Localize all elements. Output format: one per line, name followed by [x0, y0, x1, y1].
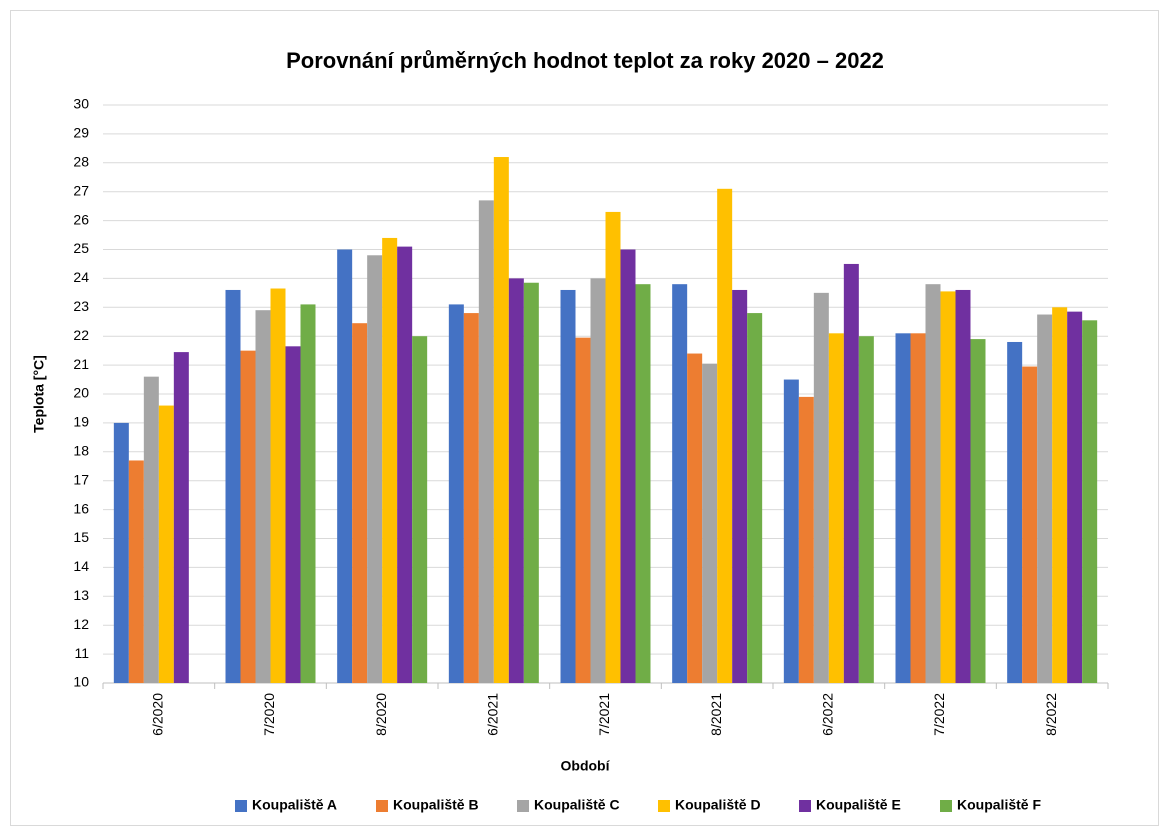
- x-tick-label: 8/2022: [1043, 693, 1059, 736]
- y-tick-label: 18: [73, 443, 89, 459]
- bar: [732, 289, 748, 683]
- bar: [895, 333, 911, 683]
- bar: [352, 323, 368, 683]
- bar: [605, 211, 621, 683]
- chart-title: Porovnání průměrných hodnot teplot za ro…: [286, 48, 884, 73]
- y-tick-label: 26: [73, 211, 89, 227]
- bar: [635, 284, 651, 683]
- y-tick-label: 24: [73, 269, 89, 285]
- bar: [843, 263, 859, 683]
- y-tick-label: 12: [73, 616, 89, 632]
- bar: [382, 237, 398, 683]
- bar: [493, 157, 509, 683]
- bar: [397, 246, 413, 684]
- bar: [575, 337, 591, 683]
- bar: [240, 350, 256, 683]
- bar: [1007, 341, 1023, 683]
- y-tick-label: 16: [73, 500, 89, 516]
- legend-swatch: [799, 800, 811, 812]
- legend-label: Koupaliště E: [816, 797, 901, 813]
- bar: [508, 278, 524, 683]
- bar: [747, 313, 763, 683]
- x-tick-label: 8/2021: [708, 693, 724, 736]
- y-tick-label: 25: [73, 240, 89, 256]
- legend-swatch: [376, 800, 388, 812]
- bar: [337, 249, 353, 683]
- bar: [1082, 320, 1098, 683]
- x-tick-label: 6/2022: [820, 693, 836, 736]
- bar: [523, 282, 539, 683]
- bar: [1052, 307, 1068, 683]
- legend-swatch: [235, 800, 247, 812]
- y-axis-label: Teplota [°C]: [31, 355, 47, 433]
- x-tick-label: 6/2020: [150, 693, 166, 736]
- y-tick-label: 23: [73, 298, 89, 314]
- y-tick-label: 28: [73, 154, 89, 170]
- bar: [702, 363, 718, 683]
- legend-label: Koupaliště A: [252, 797, 337, 813]
- y-tick-label: 19: [73, 414, 89, 430]
- bar: [940, 291, 956, 683]
- bar: [143, 376, 159, 683]
- bar: [113, 422, 129, 683]
- y-tick-label: 10: [73, 674, 89, 690]
- bar: [813, 292, 829, 683]
- bar: [367, 255, 383, 683]
- legend-swatch: [940, 800, 952, 812]
- y-tick-label: 20: [73, 385, 89, 401]
- y-tick-label: 13: [73, 587, 89, 603]
- legend-label: Koupaliště D: [675, 797, 761, 813]
- bar: [285, 346, 301, 683]
- bar: [783, 379, 799, 683]
- bar: [1067, 311, 1083, 683]
- bar: [717, 188, 733, 683]
- legend-label: Koupaliště C: [534, 797, 620, 813]
- bar: [620, 249, 636, 683]
- y-tick-label: 27: [73, 182, 89, 198]
- x-tick-label: 7/2020: [261, 693, 277, 736]
- bar: [173, 352, 189, 683]
- y-tick-label: 21: [73, 356, 89, 372]
- bar: [448, 304, 464, 683]
- legend-swatch: [658, 800, 670, 812]
- y-tick-label: 22: [73, 327, 89, 343]
- y-tick-label: 14: [73, 558, 89, 574]
- bar: [128, 460, 144, 683]
- bar: [463, 313, 479, 683]
- y-tick-label: 11: [74, 645, 89, 661]
- y-tick-label: 15: [73, 529, 89, 545]
- bar: [300, 304, 316, 683]
- bar: [970, 339, 986, 683]
- bar: [687, 353, 703, 683]
- bar: [255, 310, 271, 683]
- bar: [672, 284, 688, 683]
- x-tick-label: 7/2022: [931, 693, 947, 736]
- bar: [955, 289, 971, 683]
- bar: [270, 288, 286, 683]
- x-tick-label: 7/2021: [596, 693, 612, 736]
- bar: [798, 396, 814, 683]
- x-axis-label: Období: [561, 758, 611, 774]
- bar: [1037, 314, 1053, 683]
- legend-label: Koupaliště F: [957, 797, 1041, 813]
- bar: [412, 336, 428, 683]
- bar: [925, 284, 941, 683]
- bar: [560, 289, 576, 683]
- bar: [478, 200, 494, 683]
- x-tick-label: 8/2020: [373, 693, 389, 736]
- bar: [1022, 366, 1038, 683]
- bar: [828, 333, 844, 683]
- y-tick-label: 17: [73, 471, 89, 487]
- x-tick-label: 6/2021: [485, 693, 501, 736]
- bar: [590, 278, 606, 683]
- y-tick-label: 29: [73, 125, 89, 141]
- bar: [910, 333, 926, 683]
- bar: [858, 336, 874, 683]
- legend-label: Koupaliště B: [393, 797, 479, 813]
- legend-swatch: [517, 800, 529, 812]
- y-tick-label: 30: [73, 96, 89, 112]
- bar: [225, 289, 241, 683]
- bar: [158, 405, 174, 683]
